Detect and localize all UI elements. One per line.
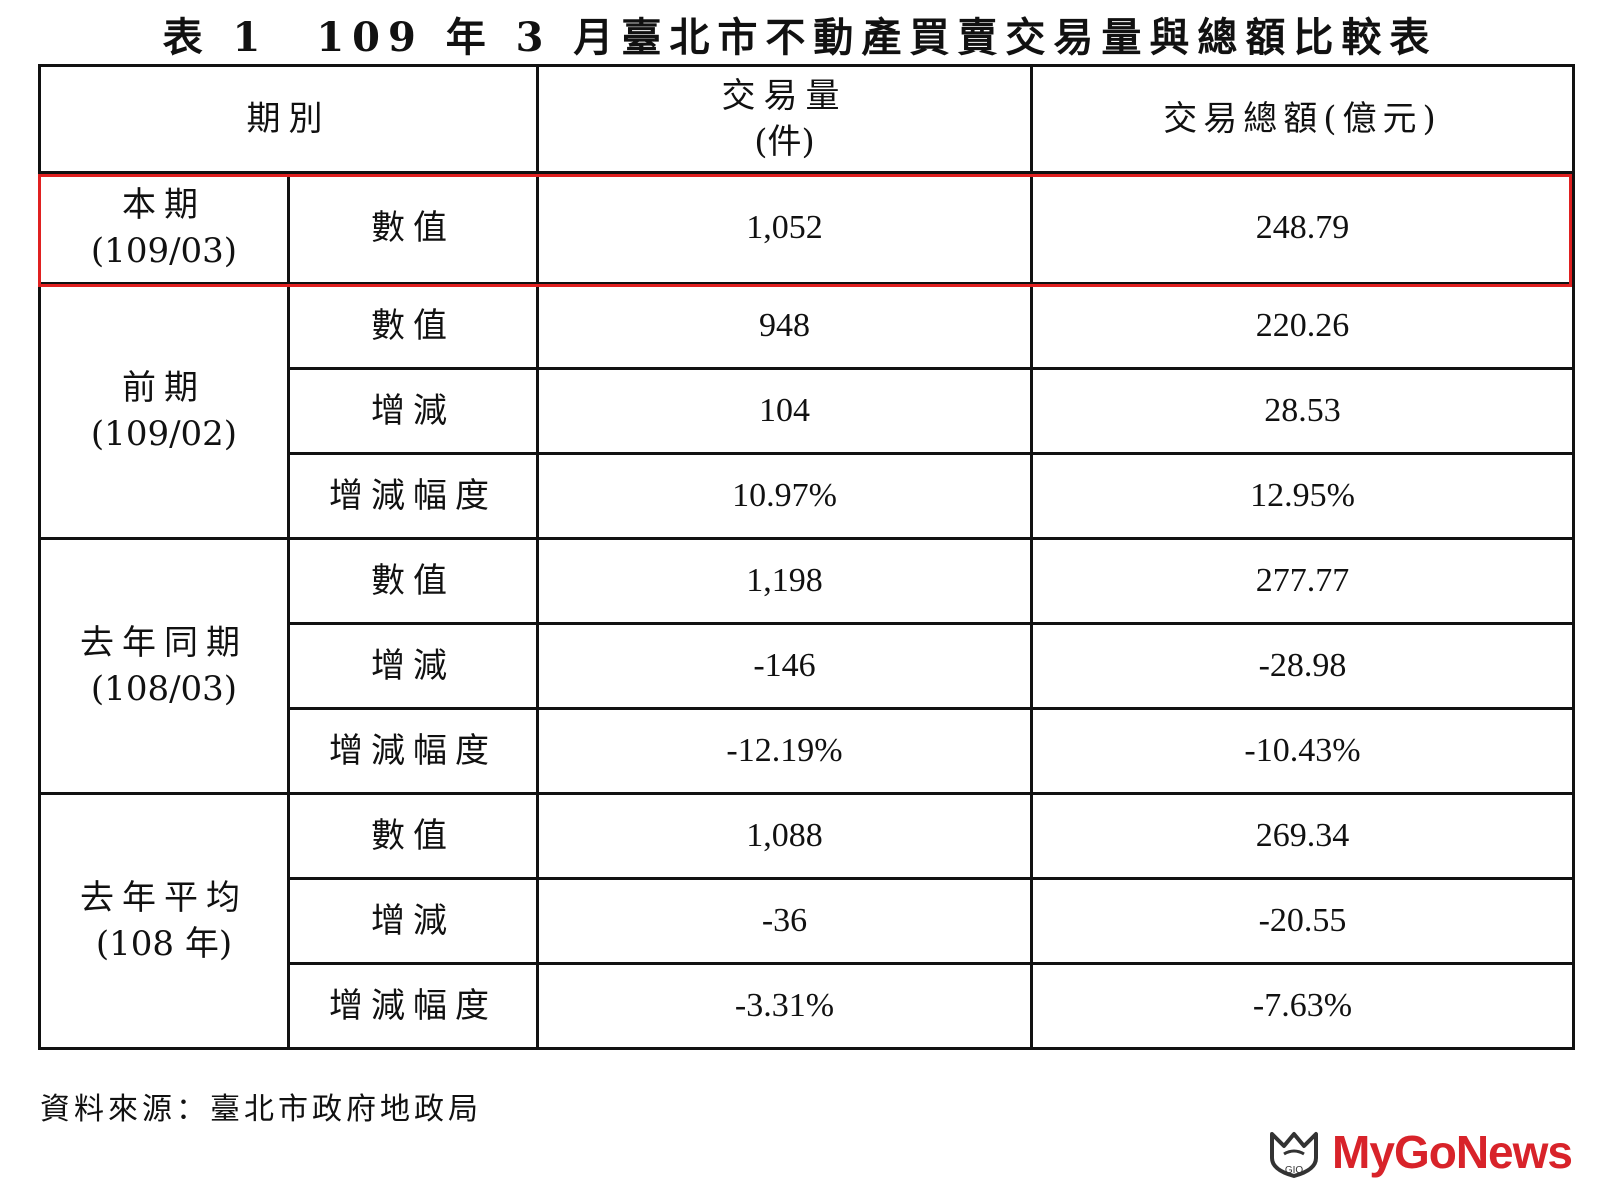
logo-mark-icon: GIO xyxy=(1270,1132,1319,1178)
metric-cell: 增減幅度 xyxy=(287,452,539,540)
volume-cell: 1,052 xyxy=(536,171,1033,285)
metric-cell: 數值 xyxy=(287,792,539,880)
header-volume-unit: (件) xyxy=(754,122,815,162)
amount-cell: -7.63% xyxy=(1030,962,1575,1050)
metric-cell: 增減 xyxy=(287,877,539,965)
table-row: 前期 (109/02) 數值 948 220.26 xyxy=(38,282,1575,540)
amount-cell: -28.98 xyxy=(1030,622,1575,710)
table-row: 去年同期 (108/03) 數值 1,198 277.77 xyxy=(38,537,1575,795)
volume-cell: 1,198 xyxy=(536,537,1033,625)
period-name: 去年平均 xyxy=(80,878,248,918)
metric-cell: 數值 xyxy=(287,282,539,370)
header-volume: 交易量 (件) xyxy=(536,64,1033,174)
amount-cell: 277.77 xyxy=(1030,537,1575,625)
metric-cell: 增減幅度 xyxy=(287,707,539,795)
volume-cell: -36 xyxy=(536,877,1033,965)
amount-cell: 248.79 xyxy=(1030,171,1575,285)
volume-cell: -3.31% xyxy=(536,962,1033,1050)
volume-cell: 104 xyxy=(536,367,1033,455)
metric-cell: 數值 xyxy=(287,537,539,625)
period-name: 前期 xyxy=(122,368,206,408)
metric-cell: 數值 xyxy=(287,171,539,285)
logo-mark-text: GIO xyxy=(1285,1165,1304,1176)
period-name: 去年同期 xyxy=(80,623,248,663)
source-note: 資料來源：臺北市政府地政局 xyxy=(40,1092,482,1127)
metric-cell: 增減 xyxy=(287,622,539,710)
period-cell: 去年同期 (108/03) xyxy=(38,537,290,795)
volume-cell: 948 xyxy=(536,282,1033,370)
period-cell: 本期 (109/03) xyxy=(38,171,290,285)
header-volume-label: 交易量 xyxy=(721,76,848,116)
table-row: 增減幅度 10.97% 12.95% xyxy=(40,452,1575,540)
table-row: 去年平均 (108 年) 數值 1,088 269.34 xyxy=(38,792,1575,1050)
header-row: 期別 交易量 (件) 交易總額(億元) xyxy=(38,64,1575,174)
period-range: (109/02) xyxy=(90,414,238,454)
amount-cell: 269.34 xyxy=(1030,792,1575,880)
amount-cell: -20.55 xyxy=(1030,877,1575,965)
mygonews-logo: GIO MyGoNews xyxy=(1266,1124,1573,1180)
metric-cell: 增減 xyxy=(287,367,539,455)
table-row: 增減幅度 -3.31% -7.63% xyxy=(40,962,1575,1050)
table-row: 增減 -36 -20.55 xyxy=(40,877,1575,965)
table-row: 增減幅度 -12.19% -10.43% xyxy=(40,707,1575,795)
amount-cell: -10.43% xyxy=(1030,707,1575,795)
volume-cell: 10.97% xyxy=(536,452,1033,540)
period-cell: 去年平均 (108 年) xyxy=(38,792,290,1050)
volume-cell: -146 xyxy=(536,622,1033,710)
table-row: 增減 -146 -28.98 xyxy=(40,622,1575,710)
header-period: 期別 xyxy=(38,64,539,174)
volume-cell: 1,088 xyxy=(536,792,1033,880)
period-range: (108 年) xyxy=(95,924,233,964)
header-amount: 交易總額(億元) xyxy=(1030,64,1575,174)
table-row: 本期 (109/03) 數值 1,052 248.79 xyxy=(38,171,1575,285)
amount-cell: 28.53 xyxy=(1030,367,1575,455)
header-amount-label: 交易總額(億元) xyxy=(1163,99,1442,139)
table-title: 表 1 109 年 3 月臺北市不動產買賣交易量與總額比較表 xyxy=(162,14,1438,61)
amount-cell: 220.26 xyxy=(1030,282,1575,370)
period-range: (108/03) xyxy=(90,669,238,709)
comparison-table: 期別 交易量 (件) 交易總額(億元) 本期 (109/03) 數值 1,052… xyxy=(38,64,1575,1050)
header-period-label: 期別 xyxy=(246,99,331,139)
amount-cell: 12.95% xyxy=(1030,452,1575,540)
table-row: 增減 104 28.53 xyxy=(40,367,1575,455)
metric-cell: 增減幅度 xyxy=(287,962,539,1050)
period-name: 本期 xyxy=(122,185,206,225)
logo-text: MyGoNews xyxy=(1332,1126,1573,1178)
period-range: (109/03) xyxy=(90,231,238,271)
volume-cell: -12.19% xyxy=(536,707,1033,795)
period-cell: 前期 (109/02) xyxy=(38,282,290,540)
